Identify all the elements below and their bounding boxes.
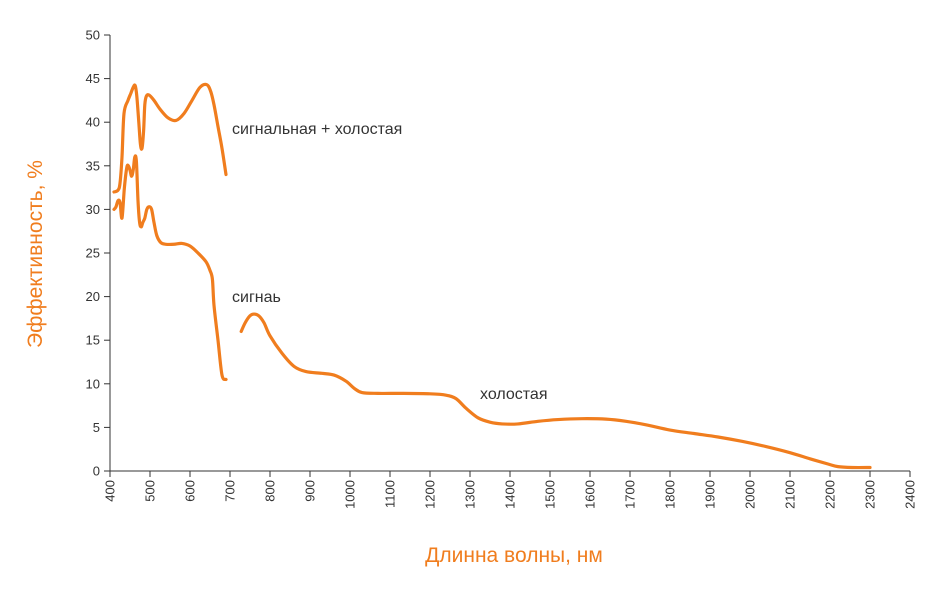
y-tick-label-50: 50 [86, 28, 100, 43]
x-tick-label-1400: 1400 [503, 480, 518, 509]
series-signal-idler-line [112, 82, 228, 194]
annotations: сигнальная + холостая сигнаь холостая [232, 121, 548, 403]
y-tick-label-0: 0 [93, 464, 100, 479]
series-idler-line [239, 312, 872, 470]
x-tick-label-400: 400 [103, 480, 118, 502]
x-tick-label-1200: 1200 [423, 480, 438, 509]
x-tick-label-2200: 2200 [823, 480, 838, 509]
x-tick-label-2000: 2000 [743, 480, 758, 509]
series-signal-line [112, 154, 228, 382]
axes: 400 500 600 700 800 900 1000 1100 1200 1300 1400 15… [86, 28, 918, 509]
x-tick-label-1500: 1500 [543, 480, 558, 509]
y-tick-label-20: 20 [86, 289, 100, 304]
x-tick-label-800: 800 [263, 480, 278, 502]
y-tick-label-30: 30 [86, 202, 100, 217]
y-tick-label-15: 15 [86, 333, 100, 348]
x-tick-label-1100: 1100 [383, 480, 398, 508]
series-label-signal: сигнаь [232, 289, 281, 306]
series-label-idler: холостая [480, 386, 548, 403]
x-tick-label-600: 600 [183, 480, 198, 502]
x-axis-title: Длинна волны, нм [425, 544, 603, 567]
y-tick-label-5: 5 [93, 420, 100, 435]
x-tick-label-2300: 2300 [863, 480, 878, 509]
x-tick-label-1900: 1900 [703, 480, 718, 509]
x-tick-label-1600: 1600 [583, 480, 598, 509]
x-tick-label-1700: 1700 [623, 480, 638, 509]
y-tick-label-45: 45 [86, 71, 100, 86]
y-axis-title: Эффективность, % [24, 160, 47, 348]
series-label-signal-idler: сигнальная + холостая [232, 121, 402, 138]
x-tick-label-1800: 1800 [663, 480, 678, 509]
x-tick-label-900: 900 [303, 480, 318, 502]
x-tick-label-700: 700 [223, 480, 238, 502]
series-layer [112, 82, 872, 470]
x-tick-label-2400: 2400 [903, 480, 918, 509]
y-tick-label-40: 40 [86, 115, 100, 130]
x-tick-label-1300: 1300 [463, 480, 478, 509]
y-tick-label-25: 25 [86, 246, 100, 261]
y-tick-label-10: 10 [86, 376, 100, 391]
x-tick-label-1000: 1000 [343, 480, 358, 509]
x-tick-label-500: 500 [143, 480, 158, 502]
y-tick-label-35: 35 [86, 158, 100, 173]
x-tick-label-2100: 2100 [783, 480, 798, 509]
